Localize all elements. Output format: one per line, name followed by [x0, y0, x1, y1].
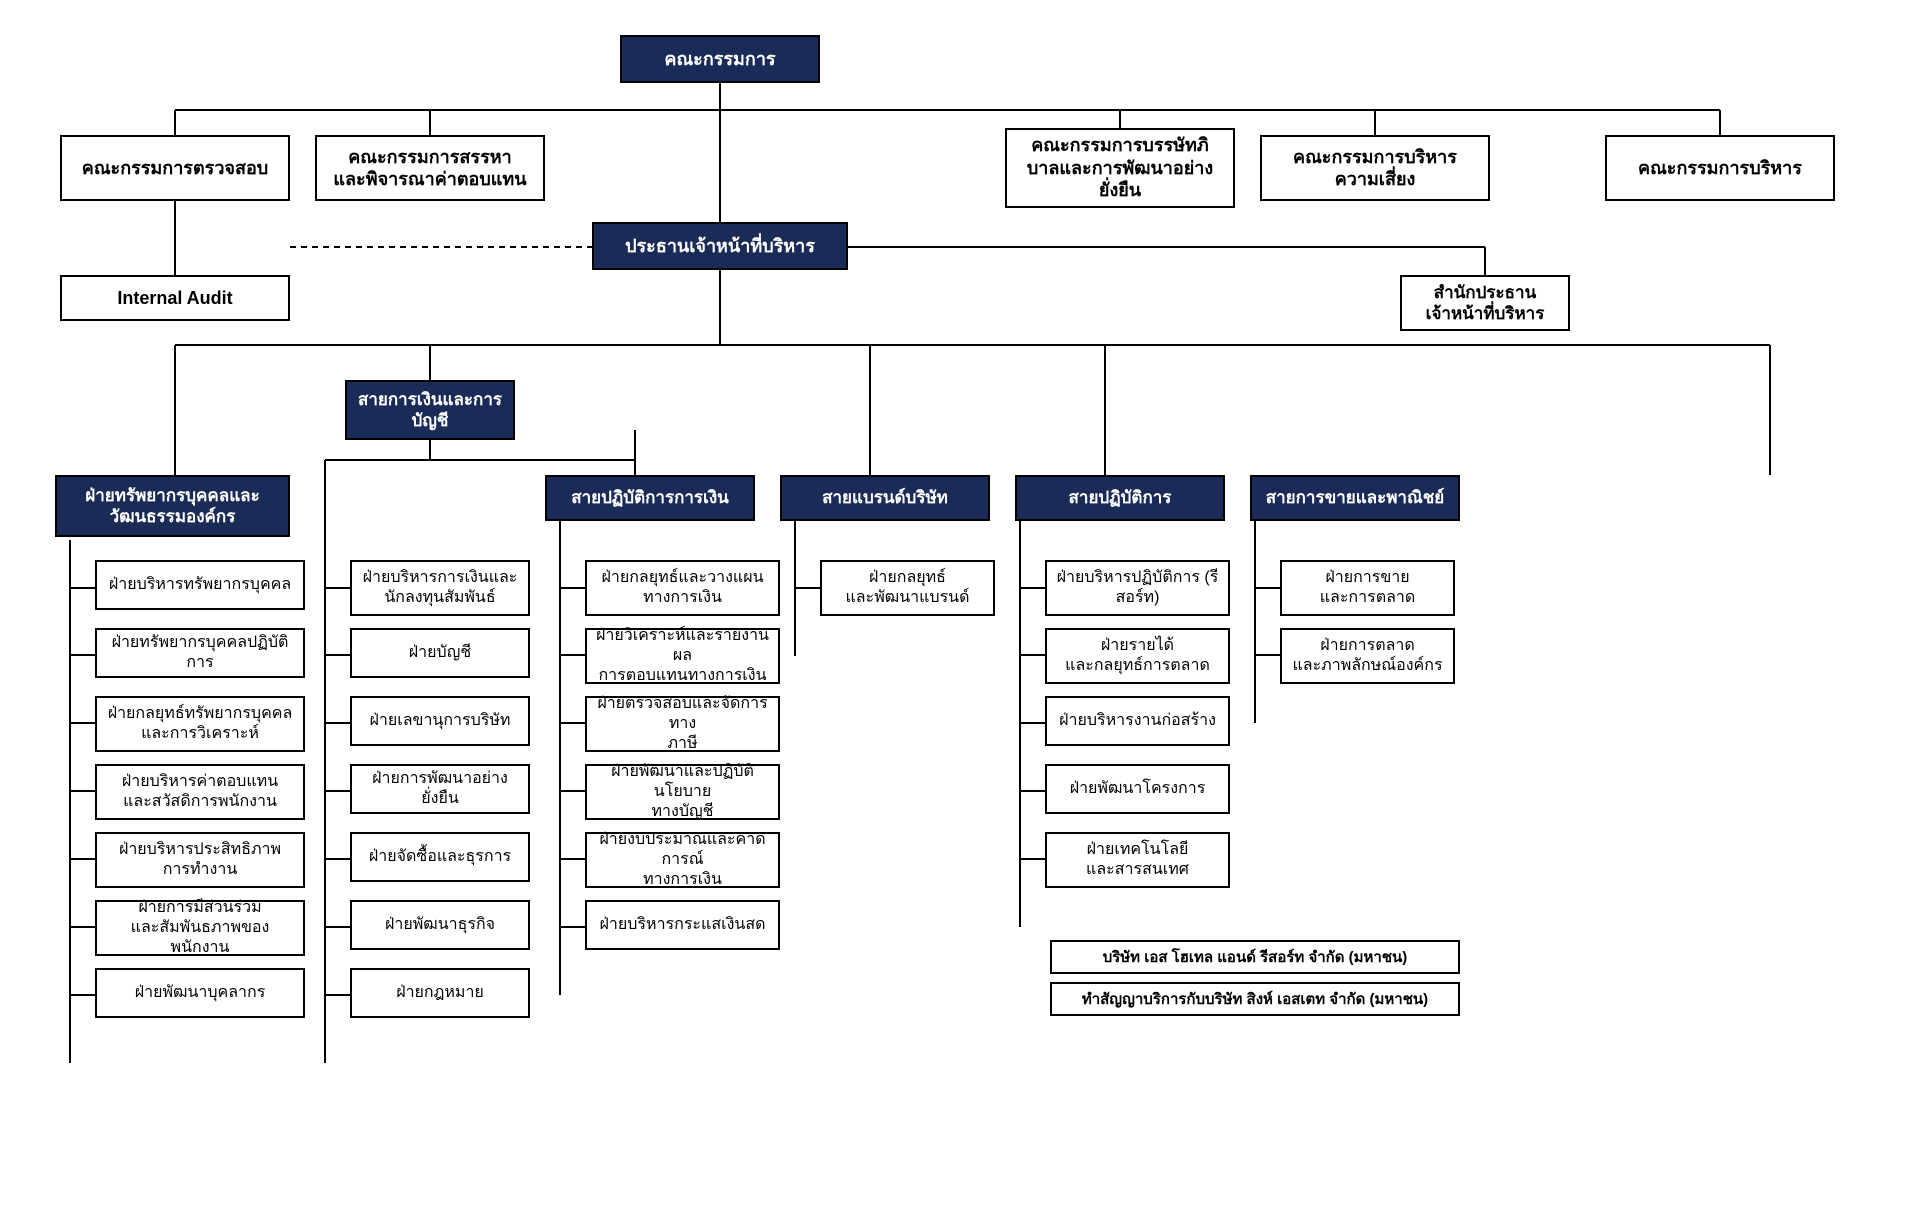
dept-hr-0: ฝ่ายบริหารทรัพยากรบุคคล	[95, 560, 305, 610]
dept-fin-6: ฝ่ายกฎหมาย	[350, 968, 530, 1018]
node-nomination-committee: คณะกรรมการสรรหา และพิจารณาค่าตอบแทน	[315, 135, 545, 201]
node-ceo: ประธานเจ้าหน้าที่บริหาร	[592, 222, 848, 270]
node-risk-committee: คณะกรรมการบริหาร ความเสี่ยง	[1260, 135, 1490, 201]
node-division-sales: สายการขายและพาณิชย์	[1250, 475, 1460, 521]
footer-contract: ทำสัญญาบริการกับบริษัท สิงห์ เอสเตท จำกั…	[1050, 982, 1460, 1016]
dept-finops-4: ฝ่ายงบประมาณและคาดการณ์ ทางการเงิน	[585, 832, 780, 888]
dept-finops-2: ฝ่ายตรวจสอบและจัดการทาง ภาษี	[585, 696, 780, 752]
node-finance-line: สายการเงินและการ บัญชี	[345, 380, 515, 440]
node-audit-committee: คณะกรรมการตรวจสอบ	[60, 135, 290, 201]
dept-finops-0: ฝ่ายกลยุทธ์และวางแผน ทางการเงิน	[585, 560, 780, 616]
dept-hr-1: ฝ่ายทรัพยากรบุคคลปฏิบัติการ	[95, 628, 305, 678]
dept-hr-4: ฝ่ายบริหารประสิทธิภาพ การทำงาน	[95, 832, 305, 888]
node-division-finops: สายปฏิบัติการการเงิน	[545, 475, 755, 521]
dept-finops-1: ฝ่ายวิเคราะห์และรายงานผล การตอบแทนทางการ…	[585, 628, 780, 684]
footer-company: บริษัท เอส โฮเทล แอนด์ รีสอร์ท จำกัด (มห…	[1050, 940, 1460, 974]
dept-ops-0: ฝ่ายบริหารปฏิบัติการ (รี สอร์ท)	[1045, 560, 1230, 616]
dept-finops-3: ฝ่ายพัฒนาและปฏิบัตินโยบาย ทางบัญชี	[585, 764, 780, 820]
node-internal-audit: Internal Audit	[60, 275, 290, 321]
org-chart-canvas: คณะกรรมการ คณะกรรมการตรวจสอบ คณะกรรมการส…	[0, 0, 1920, 1208]
dept-fin-2: ฝ่ายเลขานุการบริษัท	[350, 696, 530, 746]
dept-ops-4: ฝ่ายเทคโนโลยี และสารสนเทศ	[1045, 832, 1230, 888]
node-exec-committee: คณะกรรมการบริหาร	[1605, 135, 1835, 201]
dept-ops-3: ฝ่ายพัฒนาโครงการ	[1045, 764, 1230, 814]
dept-brand-0: ฝ่ายกลยุทธ์ และพัฒนาแบรนด์	[820, 560, 995, 616]
node-division-hr: ฝ่ายทรัพยากรบุคคลและ วัฒนธรรมองค์กร	[55, 475, 290, 537]
dept-hr-3: ฝ่ายบริหารค่าตอบแทน และสวัสดิการพนักงาน	[95, 764, 305, 820]
dept-hr-6: ฝ่ายพัฒนาบุคลากร	[95, 968, 305, 1018]
dept-sales-1: ฝ่ายการตลาด และภาพลักษณ์องค์กร	[1280, 628, 1455, 684]
dept-finops-5: ฝ่ายบริหารกระแสเงินสด	[585, 900, 780, 950]
dept-fin-0: ฝ่ายบริหารการเงินและ นักลงทุนสัมพันธ์	[350, 560, 530, 616]
dept-fin-3: ฝ่ายการพัฒนาอย่างยั่งยืน	[350, 764, 530, 814]
dept-hr-2: ฝ่ายกลยุทธ์ทรัพยากรบุคคล และการวิเคราะห์	[95, 696, 305, 752]
node-division-brand: สายแบรนด์บริษัท	[780, 475, 990, 521]
node-division-ops: สายปฏิบัติการ	[1015, 475, 1225, 521]
dept-fin-4: ฝ่ายจัดซื้อและธุรการ	[350, 832, 530, 882]
dept-fin-5: ฝ่ายพัฒนาธุรกิจ	[350, 900, 530, 950]
dept-ops-2: ฝ่ายบริหารงานก่อสร้าง	[1045, 696, 1230, 746]
node-governance-committee: คณะกรรมการบรรษัทภิ บาลและการพัฒนาอย่าง ย…	[1005, 128, 1235, 208]
dept-hr-5: ฝ่ายการมีส่วนร่วม และสัมพันธภาพของพนักงา…	[95, 900, 305, 956]
node-board: คณะกรรมการ	[620, 35, 820, 83]
dept-sales-0: ฝ่ายการขาย และการตลาด	[1280, 560, 1455, 616]
dept-ops-1: ฝ่ายรายได้ และกลยุทธ์การตลาด	[1045, 628, 1230, 684]
dept-fin-1: ฝ่ายบัญชี	[350, 628, 530, 678]
node-ceo-office: สำนักประธาน เจ้าหน้าที่บริหาร	[1400, 275, 1570, 331]
